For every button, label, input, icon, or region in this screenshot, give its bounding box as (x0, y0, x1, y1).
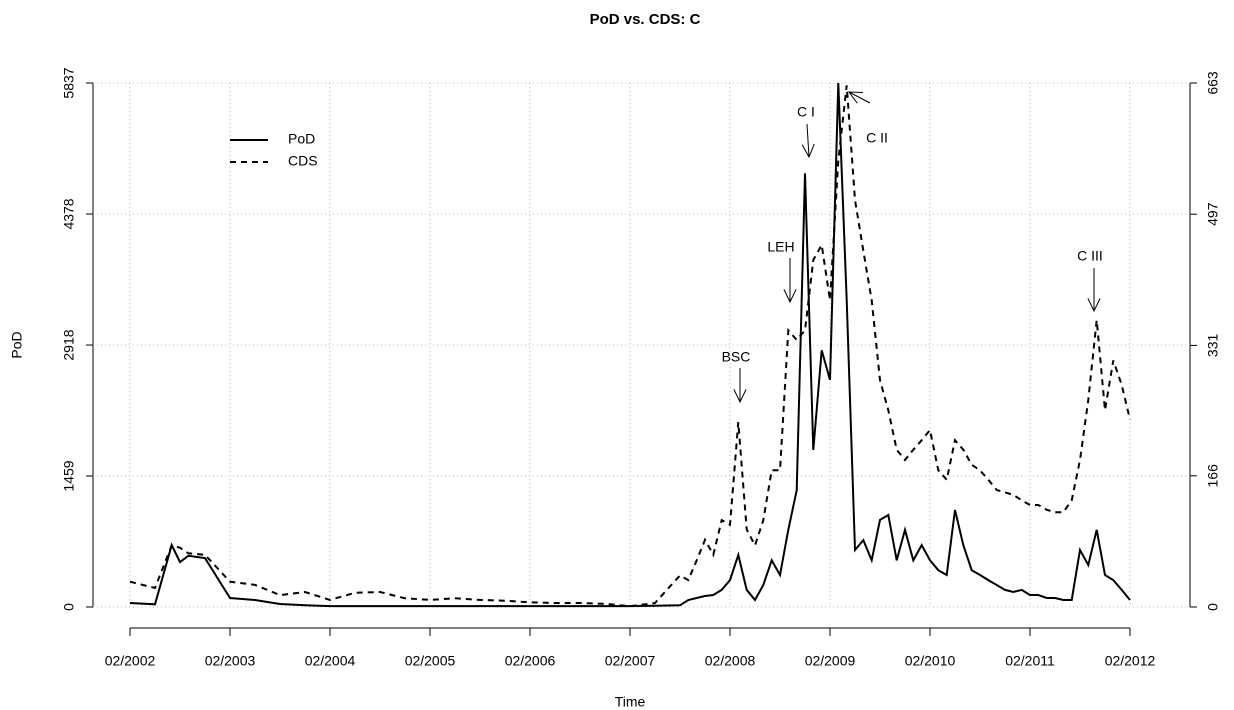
y2-tick-label: 663 (1205, 71, 1221, 95)
annotation-label: C III (1077, 248, 1103, 264)
annotation-arrow (783, 258, 797, 304)
x-tick-label: 02/2008 (705, 653, 756, 669)
y2-tick-label: 497 (1205, 202, 1221, 226)
series-line (129, 85, 1131, 608)
chart-title: PoD vs. CDS: C (590, 11, 701, 28)
annotation-arrow (1087, 268, 1101, 313)
y-tick-label: 0 (61, 603, 77, 611)
y2-tick-label: 0 (1205, 603, 1221, 611)
annotation-label: C I (797, 104, 815, 120)
x-tick-label: 02/2009 (805, 653, 856, 669)
annotation-label: BSC (722, 349, 751, 365)
x-tick-label: 02/2004 (305, 653, 356, 669)
x-tick-label: 02/2006 (505, 653, 556, 669)
annotation-label: LEH (767, 239, 794, 255)
x-axis-label: Time (615, 694, 646, 710)
y-tick-label: 5837 (61, 67, 77, 98)
x-tick-label: 02/2012 (1105, 653, 1156, 669)
legend-label: CDS (288, 153, 318, 169)
x-tick-label: 02/2011 (1005, 653, 1055, 669)
series-line (129, 82, 1131, 608)
x-tick-label: 02/2003 (205, 653, 256, 669)
annotation-arrow (801, 123, 815, 159)
y-axis-label: PoD (9, 331, 25, 358)
y2-tick-label: 331 (1205, 334, 1221, 358)
x-tick-label: 02/2002 (105, 653, 156, 669)
y-tick-label: 4378 (61, 198, 77, 229)
x-tick-label: 02/2007 (605, 653, 656, 669)
legend-label: PoD (288, 131, 315, 147)
x-tick-label: 02/2010 (905, 653, 956, 669)
annotation-label: C II (866, 130, 888, 146)
annotation-arrow (733, 368, 747, 404)
y2-tick-label: 166 (1205, 464, 1221, 488)
y-tick-label: 2918 (61, 329, 77, 360)
x-tick-label: 02/2005 (405, 653, 456, 669)
y-tick-label: 1459 (61, 460, 77, 491)
annotation-arrow (847, 91, 871, 104)
